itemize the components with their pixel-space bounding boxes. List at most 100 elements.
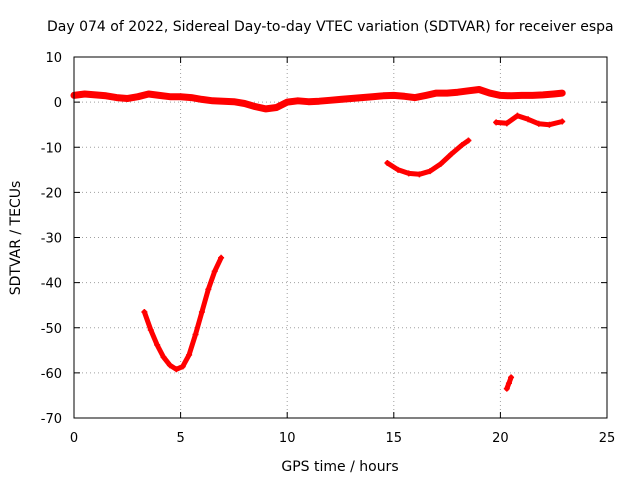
data-point: [459, 141, 466, 148]
data-point: [92, 91, 99, 98]
data-point: [273, 104, 280, 111]
data-point: [384, 160, 391, 167]
y-tick-label: 0: [54, 96, 62, 111]
data-point: [205, 286, 212, 293]
data-point: [192, 331, 199, 338]
data-point: [337, 96, 344, 103]
data-point: [211, 268, 218, 275]
y-tick-label: -30: [41, 232, 62, 247]
y-tick-label: -50: [41, 322, 62, 337]
data-point: [422, 92, 429, 99]
data-point: [454, 89, 461, 96]
grid-layer: [74, 57, 607, 418]
data-point: [405, 170, 412, 177]
x-tick-label: 10: [279, 431, 296, 446]
tick-layer: 0 5 10 15 20 25 10 0 -10 -20 -30 -40 -50 -60 -70: [41, 51, 616, 446]
data-point: [465, 87, 472, 94]
data-point: [198, 96, 205, 103]
data-point: [525, 116, 532, 123]
data-point: [230, 98, 237, 105]
data-point: [154, 341, 161, 348]
data-point: [81, 91, 88, 98]
y-tick-label: 10: [45, 51, 62, 66]
data-point: [448, 151, 455, 158]
data-point: [241, 100, 248, 107]
data-point: [486, 90, 493, 97]
data-point: [358, 94, 365, 101]
data-point: [497, 92, 504, 99]
data-point: [102, 92, 109, 99]
data-point: [147, 327, 154, 334]
data-point: [134, 93, 141, 100]
data-point: [444, 90, 451, 97]
data-point: [188, 94, 195, 101]
y-tick-label: -40: [41, 277, 62, 292]
y-tick-label: -70: [41, 412, 62, 427]
data-point: [209, 97, 216, 104]
data-point: [529, 92, 536, 99]
data-point: [124, 95, 131, 102]
data-point: [546, 121, 553, 128]
data-point: [113, 94, 120, 101]
data-point: [369, 93, 376, 100]
y-tick-label: -10: [41, 141, 62, 156]
data-point: [476, 86, 483, 93]
data-point: [437, 160, 444, 167]
data-point: [141, 308, 148, 315]
series-layer: [70, 86, 566, 392]
data-point: [166, 362, 173, 369]
data-point: [550, 91, 557, 98]
data-point: [427, 168, 434, 175]
data-point: [220, 98, 227, 105]
x-tick-label: 20: [492, 431, 509, 446]
plot-frame: [73, 56, 608, 419]
data-point: [540, 91, 547, 98]
data-point: [505, 380, 512, 387]
data-point: [284, 99, 291, 106]
data-point: [294, 97, 301, 104]
x-tick-label: 0: [70, 431, 78, 446]
data-point: [326, 97, 333, 104]
data-point: [186, 351, 193, 358]
data-point: [508, 92, 515, 99]
data-point: [160, 354, 167, 361]
data-point: [465, 137, 472, 144]
x-tick-label: 5: [176, 431, 184, 446]
data-point: [305, 98, 312, 105]
data-point: [218, 254, 225, 261]
data-point: [412, 94, 419, 101]
data-point: [177, 93, 184, 100]
data-point: [559, 90, 566, 97]
data-point: [252, 103, 259, 110]
y-tick-label: -20: [41, 186, 62, 201]
data-point: [198, 308, 205, 315]
y-axis-label: SDTVAR / TECUs: [8, 181, 24, 296]
data-point: [401, 93, 408, 100]
data-point: [503, 120, 510, 127]
data-point: [348, 95, 355, 102]
data-point: [390, 92, 397, 99]
chart-title: Day 074 of 2022, Sidereal Day-to-day VTE…: [47, 19, 614, 35]
data-point: [166, 93, 173, 100]
y-tick-label: -60: [41, 367, 62, 382]
data-point: [380, 92, 387, 99]
series-arc-early: [141, 255, 224, 372]
data-point: [316, 98, 323, 105]
data-point: [535, 120, 542, 127]
data-point: [173, 366, 180, 373]
x-axis-label: GPS time / hours: [281, 459, 398, 475]
data-point: [503, 385, 510, 392]
data-point: [145, 91, 152, 98]
x-tick-label: 25: [599, 431, 616, 446]
data-point: [493, 119, 500, 126]
data-point: [395, 166, 402, 173]
data-point: [416, 171, 423, 178]
data-point: [518, 92, 525, 99]
data-point: [156, 92, 163, 99]
data-point: [514, 112, 521, 119]
data-point: [508, 374, 515, 381]
data-point: [262, 105, 269, 112]
data-point: [433, 90, 440, 97]
data-point: [179, 363, 186, 370]
x-tick-label: 15: [386, 431, 403, 446]
